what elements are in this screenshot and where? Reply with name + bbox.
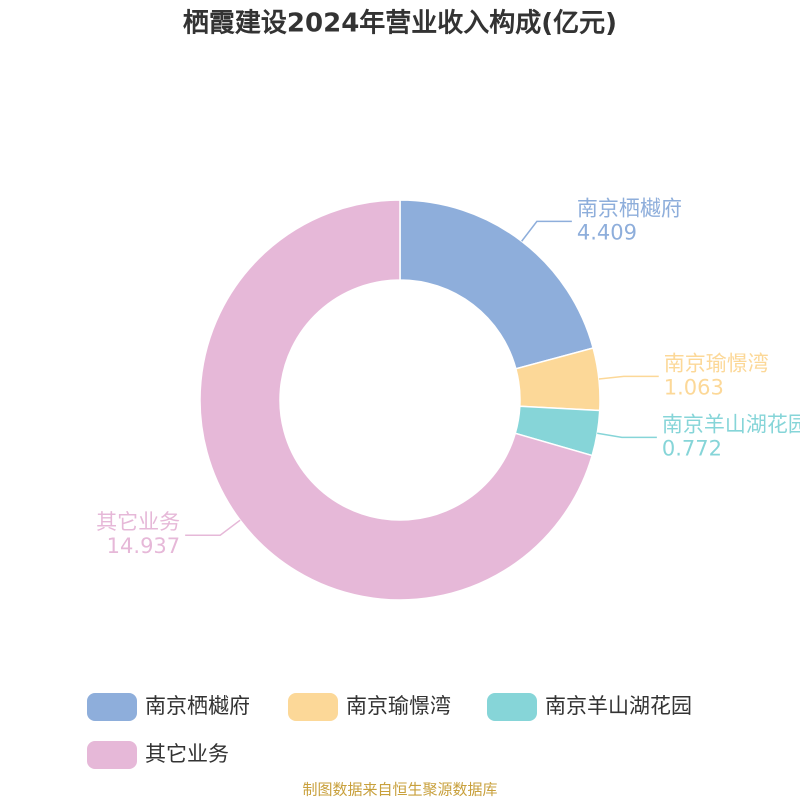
leader-line [185,519,241,536]
donut-slice [199,199,594,601]
value-label: 14.937 [107,534,180,558]
value-label: 0.772 [662,436,722,460]
legend-swatch [87,741,137,769]
legend-label: 南京瑜憬湾 [346,694,451,718]
slice-label: 南京瑜憬湾 [664,351,769,375]
legend-label: 其它业务 [145,742,229,766]
leader-line [521,220,572,242]
legend-label: 南京栖樾府 [145,694,250,718]
chart-title: 栖霞建设2024年营业收入构成(亿元) [183,8,617,39]
legend-label: 南京羊山湖花园 [545,694,692,718]
value-label: 1.063 [664,375,724,399]
source-note: 制图数据来自恒生聚源数据库 [302,781,497,799]
legend-swatch [87,693,137,721]
slice-label: 南京羊山湖花园 [662,412,800,436]
leader-line [598,375,659,380]
value-label: 4.409 [577,220,637,244]
slice-label: 南京栖樾府 [577,196,682,220]
leader-line [597,432,657,439]
legend-swatch [288,693,338,721]
legend-swatch [487,693,537,721]
slice-label: 其它业务 [96,510,180,534]
donut-slice [399,199,595,370]
